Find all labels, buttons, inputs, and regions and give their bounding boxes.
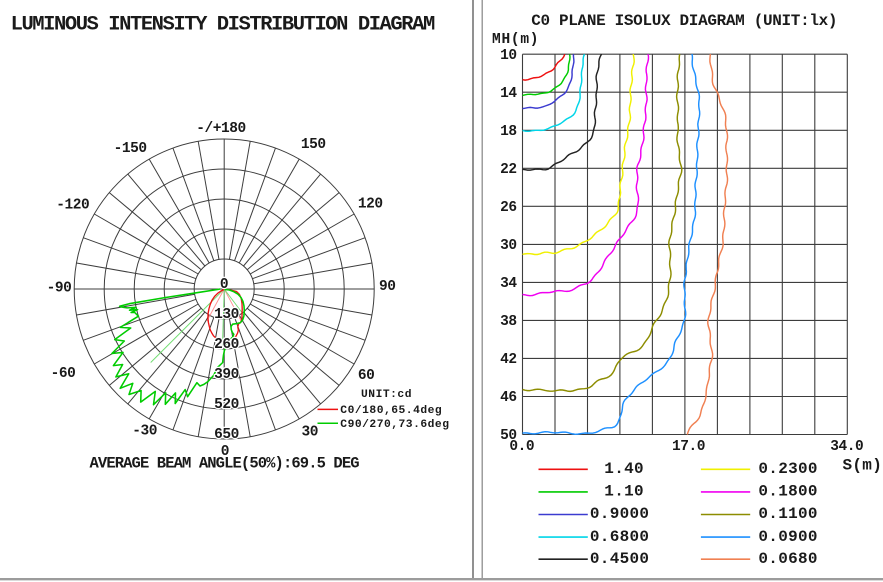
svg-text:50: 50 — [500, 428, 517, 444]
svg-text:MH(m): MH(m) — [492, 32, 539, 48]
svg-text:90: 90 — [379, 279, 396, 295]
svg-text:34: 34 — [500, 276, 517, 292]
svg-text:120: 120 — [358, 197, 383, 213]
svg-text:-60: -60 — [51, 366, 76, 382]
svg-text:C0/180,65.4deg: C0/180,65.4deg — [340, 405, 442, 417]
svg-text:0.0680: 0.0680 — [758, 550, 817, 568]
svg-text:0.0: 0.0 — [509, 439, 534, 455]
svg-text:38: 38 — [500, 314, 517, 330]
svg-text:42: 42 — [500, 352, 517, 368]
svg-text:0.6800: 0.6800 — [590, 528, 649, 546]
svg-text:150: 150 — [301, 137, 326, 153]
svg-text:0.4500: 0.4500 — [590, 550, 649, 568]
svg-text:26: 26 — [500, 200, 517, 216]
svg-text:1.40: 1.40 — [604, 460, 644, 478]
svg-text:0.0900: 0.0900 — [758, 528, 817, 546]
svg-text:46: 46 — [500, 390, 517, 406]
svg-text:260: 260 — [214, 337, 239, 353]
svg-text:14: 14 — [500, 86, 517, 102]
svg-text:10: 10 — [500, 48, 517, 64]
svg-text:S(m): S(m) — [842, 457, 882, 475]
svg-text:30: 30 — [301, 424, 318, 440]
svg-text:0.9000: 0.9000 — [590, 505, 649, 523]
svg-text:520: 520 — [214, 397, 239, 413]
svg-text:0.1100: 0.1100 — [758, 505, 817, 523]
svg-text:130: 130 — [214, 307, 239, 323]
svg-text:0.1800: 0.1800 — [758, 483, 817, 501]
svg-text:650: 650 — [214, 427, 239, 443]
svg-text:18: 18 — [500, 124, 517, 140]
svg-text:30: 30 — [500, 238, 517, 254]
svg-text:LUMINOUS INTENSITY DISTRIBUTIO: LUMINOUS INTENSITY DISTRIBUTION DIAGRAM — [11, 13, 435, 36]
svg-text:390: 390 — [214, 367, 239, 383]
svg-text:22: 22 — [500, 162, 517, 178]
svg-text:34.0: 34.0 — [830, 439, 863, 455]
svg-text:UNIT:cd: UNIT:cd — [361, 389, 412, 401]
svg-text:C0 PLANE ISOLUX DIAGRAM (UNIT:: C0 PLANE ISOLUX DIAGRAM (UNIT:lx) — [531, 12, 837, 30]
svg-text:0: 0 — [221, 444, 229, 460]
svg-text:-/+180: -/+180 — [196, 121, 246, 137]
svg-text:-30: -30 — [132, 423, 157, 439]
svg-text:60: 60 — [358, 368, 375, 384]
svg-text:-150: -150 — [114, 141, 147, 157]
svg-text:0.2300: 0.2300 — [758, 460, 817, 478]
svg-text:-90: -90 — [47, 280, 72, 296]
svg-text:1.10: 1.10 — [604, 483, 644, 501]
svg-text:AVERAGE BEAM ANGLE(50%):69.5 D: AVERAGE BEAM ANGLE(50%):69.5 DEG — [90, 455, 360, 473]
svg-text:17.0: 17.0 — [672, 439, 705, 455]
svg-text:C90/270,73.6deg: C90/270,73.6deg — [340, 419, 449, 431]
svg-text:-120: -120 — [56, 197, 89, 213]
svg-text:0: 0 — [220, 277, 228, 293]
